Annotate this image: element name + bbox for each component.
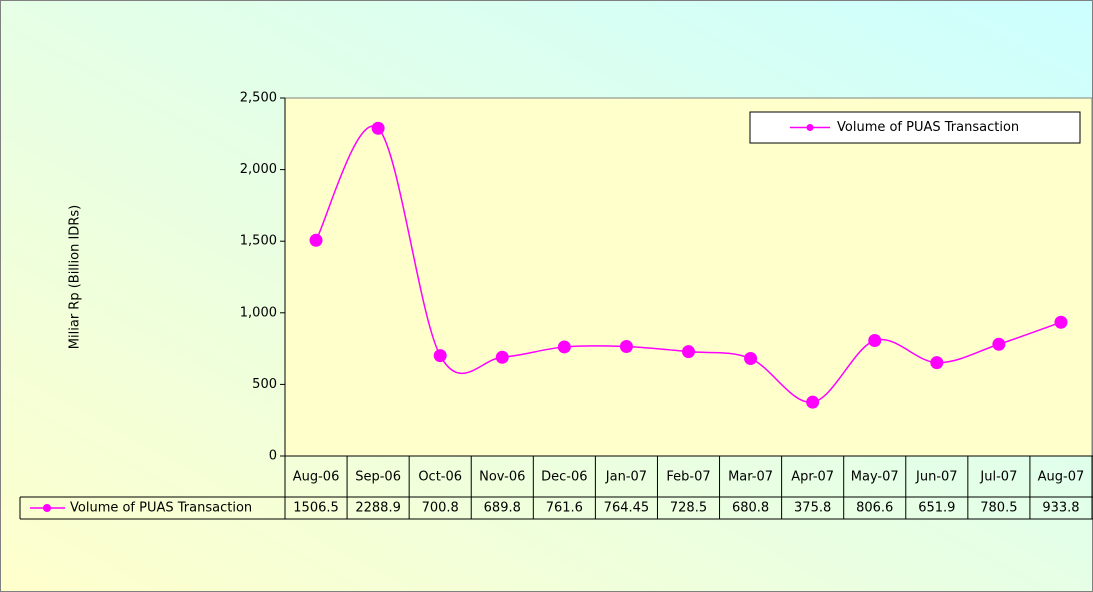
- x-tick-label: Aug-06: [293, 470, 340, 485]
- marker: [682, 345, 695, 359]
- x-tick-label: Nov-06: [479, 470, 525, 485]
- table-value: 933.8: [1042, 501, 1079, 516]
- marker: [557, 340, 571, 354]
- marker: [371, 121, 385, 135]
- table-value: 1506.5: [293, 501, 339, 516]
- y-tick-label: 2,000: [240, 162, 277, 177]
- table-value: 680.8: [732, 501, 769, 516]
- table-series-name: Volume of PUAS Transaction: [70, 501, 252, 516]
- table-value: 689.8: [484, 501, 521, 516]
- x-tick-label: Mar-07: [728, 470, 773, 485]
- table-value: 764.45: [604, 501, 650, 516]
- x-tick-label: Sep-06: [355, 470, 401, 485]
- x-tick-label: Dec-06: [541, 470, 587, 485]
- marker: [930, 356, 944, 370]
- series-line: [315, 125, 1062, 403]
- x-tick-label: Jun-07: [915, 470, 958, 485]
- y-tick-label: 1,500: [240, 234, 277, 249]
- legend-marker: [43, 504, 51, 512]
- y-tick-label: 2,500: [240, 91, 277, 106]
- y-tick-label: 500: [252, 377, 277, 392]
- x-tick-label: Jul-07: [979, 470, 1017, 485]
- plot-area: [284, 97, 1093, 457]
- x-tick-label: Feb-07: [666, 470, 710, 485]
- x-tick-label: Jan-07: [605, 470, 647, 485]
- y-tick-label: 1,000: [240, 305, 277, 320]
- marker: [495, 350, 509, 364]
- marker: [433, 349, 447, 363]
- marker: [1054, 315, 1068, 329]
- y-tick-label: 0: [269, 449, 277, 464]
- table-value: 375.8: [794, 501, 831, 516]
- marker: [806, 395, 820, 409]
- x-tick-label: Aug-07: [1038, 470, 1085, 485]
- marker: [309, 233, 323, 247]
- x-tick-label: Oct-06: [418, 470, 462, 485]
- legend-marker: [806, 124, 814, 131]
- table-value: 651.9: [918, 501, 955, 516]
- table-value: 728.5: [670, 501, 707, 516]
- legend-label: Volume of PUAS Transaction: [837, 120, 1019, 135]
- marker: [992, 337, 1006, 351]
- x-tick-label: Apr-07: [791, 470, 834, 485]
- table-value: 761.6: [546, 501, 583, 516]
- table-value: 780.5: [980, 501, 1017, 516]
- table-value: 2288.9: [355, 501, 401, 516]
- marker: [868, 333, 882, 347]
- x-tick-label: May-07: [851, 470, 899, 485]
- marker: [619, 340, 633, 354]
- table-value: 700.8: [422, 501, 459, 516]
- table-value: 806.6: [856, 501, 893, 516]
- y-axis-label: Miliar Rp (Billion IDRs): [68, 205, 83, 349]
- marker: [744, 352, 758, 366]
